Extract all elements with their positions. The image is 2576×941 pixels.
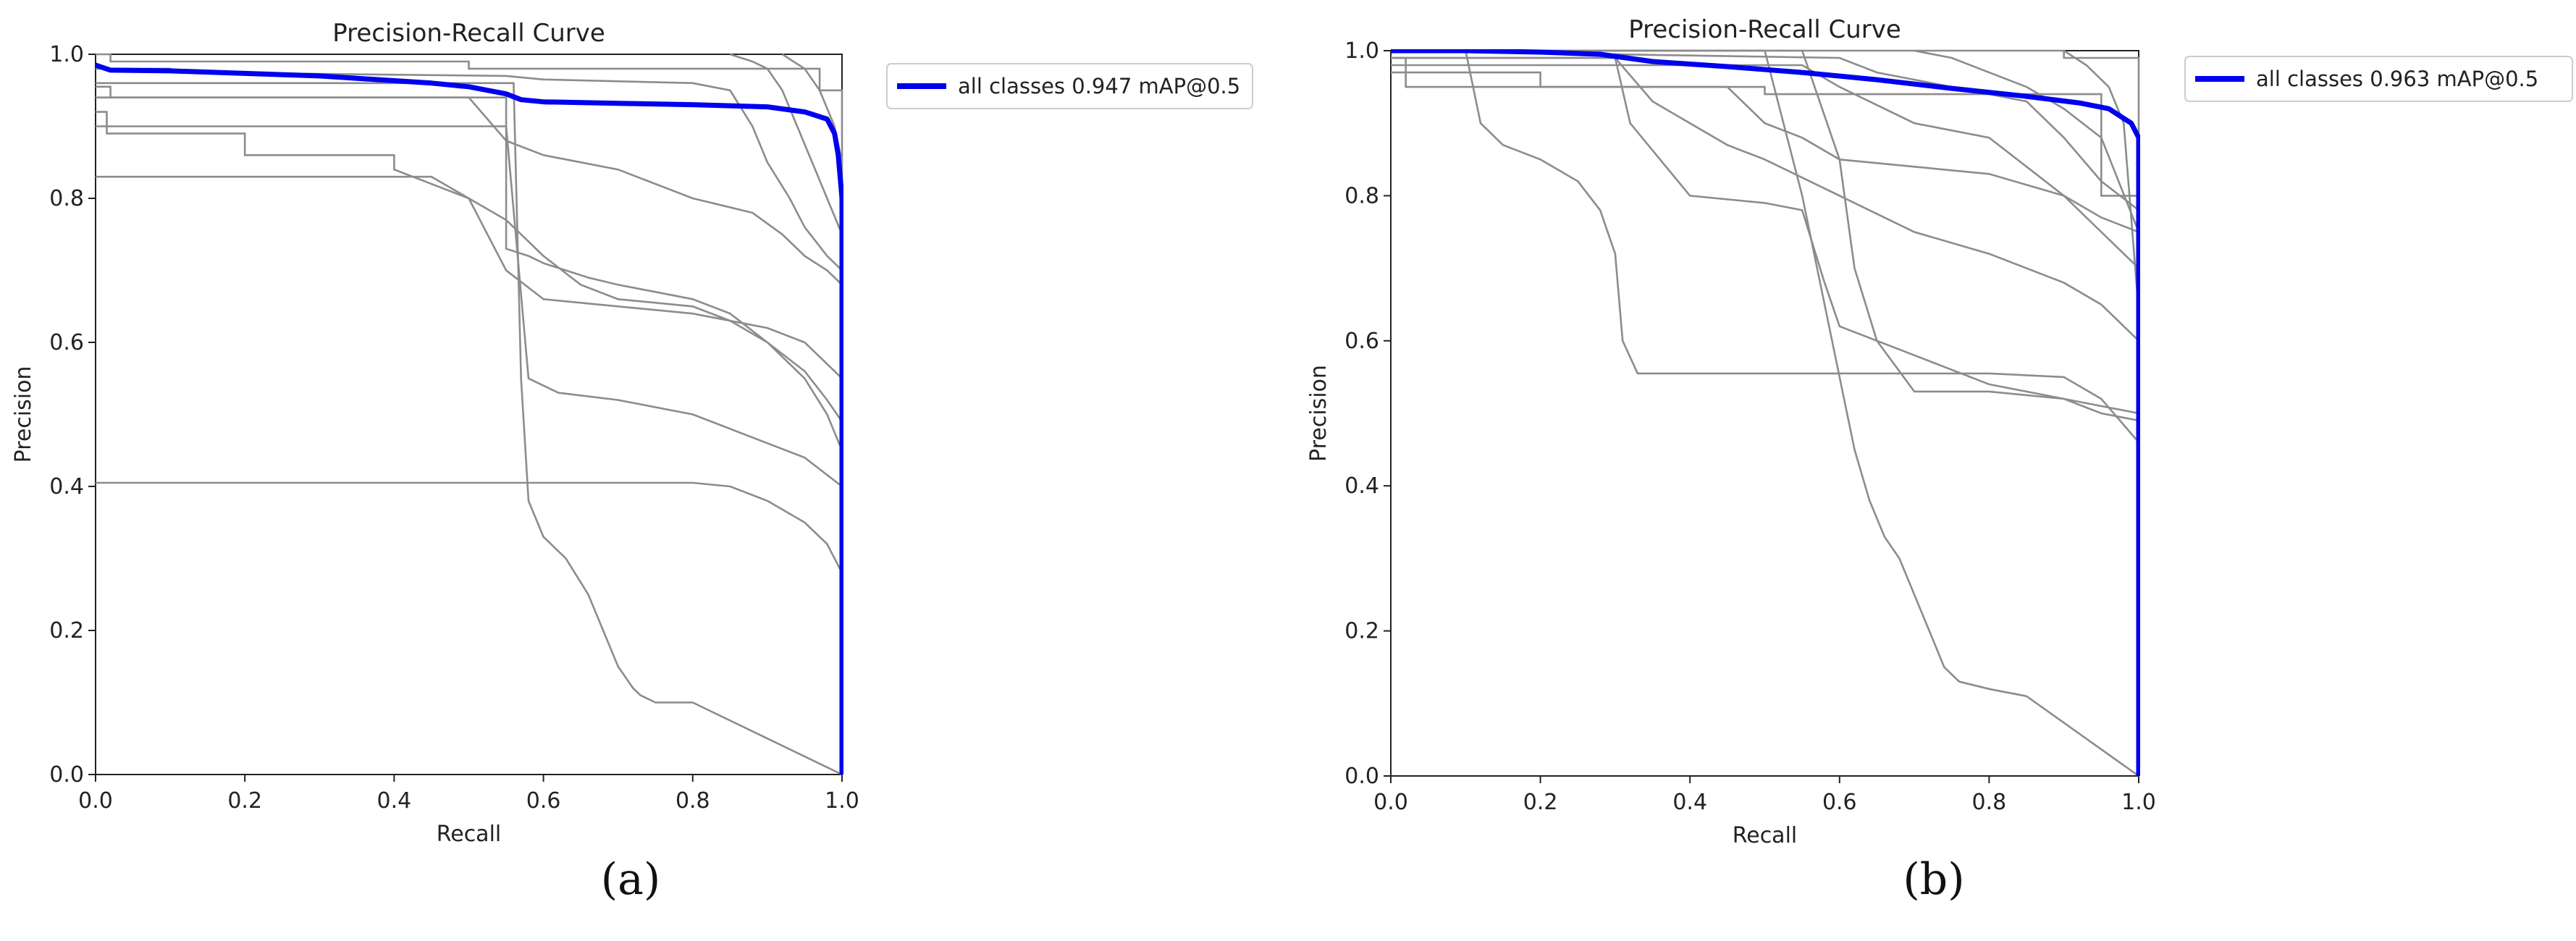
- x-tick-label: 0.6: [1822, 790, 1857, 815]
- legend-label: all classes 0.947 mAP@0.5: [958, 74, 1240, 98]
- y-axis-label: Precision: [11, 366, 36, 463]
- chart-panel-b: 0.0 0.2 0.4 0.6 0.8 1.0 0.0 0.2 0.4 0.6 0.8 1.0 Prec…: [1306, 15, 2573, 848]
- class-curve-6: [1391, 56, 2140, 776]
- class-curve-1: [96, 53, 843, 775]
- class-curve-7: [96, 125, 843, 775]
- y-tick-label: 0.2: [49, 618, 84, 643]
- plot-area: [1390, 49, 2140, 777]
- legend-box: [886, 63, 1253, 109]
- all-classes-curve: [1391, 49, 2140, 776]
- x-tick-label: 0.2: [227, 788, 262, 814]
- class-curve-6: [96, 175, 843, 775]
- chart-title: Precision-Recall Curve: [1628, 15, 1901, 44]
- y-tick-label: 1.0: [49, 42, 84, 67]
- x-tick-label: 0.2: [1523, 790, 1558, 815]
- x-tick-label: 0.8: [1972, 790, 2007, 815]
- class-curve-11: [1914, 49, 2140, 232]
- x-axis-label: Recall: [437, 822, 502, 847]
- plot-frame: [95, 54, 843, 775]
- chart-title: Precision-Recall Curve: [332, 19, 605, 48]
- all-classes-curve: [94, 62, 843, 775]
- y-tick-label: 0.0: [1344, 764, 1379, 789]
- y-axis-label: Precision: [1306, 365, 1331, 462]
- panel-caption-b: (b): [1903, 854, 1965, 905]
- x-tick-label: 0.8: [675, 788, 710, 814]
- y-tick-label: 0.8: [1344, 183, 1379, 208]
- class-curve-12: [2063, 49, 2140, 312]
- x-axis-label: Recall: [1733, 823, 1798, 848]
- y-tick-label: 0.6: [1344, 329, 1379, 354]
- class-curve-9: [96, 82, 843, 776]
- legend: all classes 0.947 mAP@0.5: [886, 63, 1253, 109]
- x-tick-label: 1.0: [825, 788, 859, 814]
- legend-box: [2184, 56, 2573, 102]
- x-tick-label: 1.0: [2121, 790, 2156, 815]
- x-tick-label: 0.0: [1373, 790, 1408, 815]
- y-tick-label: 0.6: [49, 330, 84, 355]
- class-curve-9: [1391, 49, 2139, 443]
- panel-caption-a: (a): [600, 854, 661, 905]
- x-tick-label: 0.4: [1672, 790, 1707, 815]
- class-curve-8: [1391, 49, 2139, 415]
- plot-frame: [1390, 50, 2139, 777]
- y-tick-label: 0.2: [1344, 619, 1379, 644]
- x-tick-label: 0.4: [377, 788, 412, 814]
- chart-panel-a: 0.0 0.2 0.4 0.6 0.8 1.0 0.0 0.2 0.4 0.6 0.8 1.0 Prec…: [11, 19, 1253, 847]
- x-tick-label: 0.6: [526, 788, 561, 814]
- y-tick-label: 0.4: [1344, 473, 1379, 499]
- class-curve-5: [96, 111, 843, 775]
- legend: all classes 0.963 mAP@0.5: [2184, 56, 2573, 102]
- class-curve-10: [1391, 49, 2139, 777]
- y-tick-label: 0.8: [49, 186, 84, 211]
- class-curve-8: [96, 481, 843, 775]
- legend-label: all classes 0.963 mAP@0.5: [2256, 67, 2538, 91]
- plot-area: [94, 53, 843, 776]
- y-tick-label: 0.4: [49, 474, 84, 499]
- y-tick-label: 0.0: [49, 762, 84, 788]
- class-curve-4: [96, 85, 843, 775]
- class-curve-4: [1391, 71, 2140, 776]
- x-tick-label: 0.0: [78, 788, 113, 814]
- y-tick-label: 1.0: [1344, 38, 1379, 64]
